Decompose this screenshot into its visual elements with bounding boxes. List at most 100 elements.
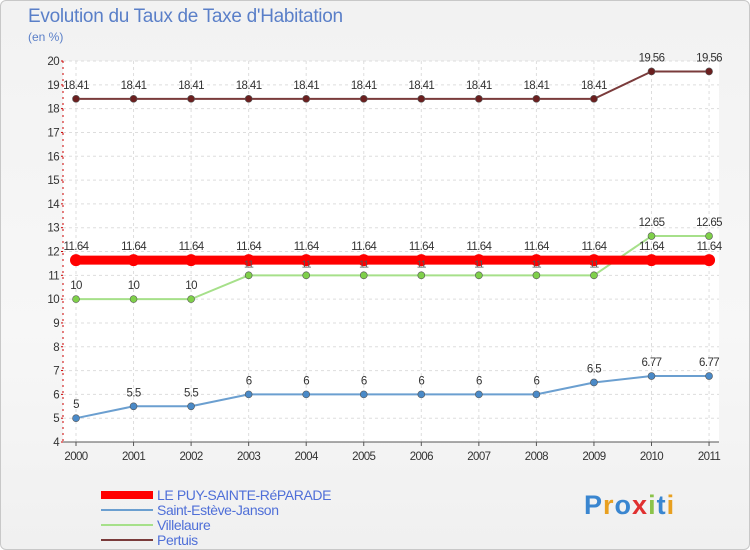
data-label: 6	[303, 375, 309, 387]
data-point	[302, 95, 311, 103]
data-label: 18.41	[236, 80, 262, 92]
data-label: 18.41	[351, 80, 377, 92]
y-tick-label: 20	[47, 56, 59, 68]
data-point	[302, 390, 311, 399]
data-point	[705, 67, 713, 76]
data-label: 18.41	[63, 80, 89, 92]
data-point	[187, 95, 195, 103]
data-point	[475, 95, 483, 103]
series-line	[76, 70, 710, 100]
data-point	[72, 295, 80, 303]
data-point	[187, 295, 195, 303]
legend-label: Pertuis	[157, 531, 198, 548]
data-label: 11	[474, 259, 484, 270]
data-label: 5.5	[126, 387, 140, 399]
data-label: 11.64	[697, 241, 723, 253]
data-label: 10	[185, 280, 197, 292]
data-label: 5.5	[184, 387, 198, 399]
legend-item-le-puy: LE PUY-SAINTE-RéPARADE	[101, 486, 332, 503]
data-point	[417, 271, 426, 280]
data-point	[244, 390, 253, 399]
data-point	[417, 390, 426, 399]
chart-title: Evolution du Taux de Taxe d'Habitation	[28, 6, 343, 27]
x-tick-label: 2011	[698, 451, 721, 463]
data-label: 11.64	[581, 241, 607, 253]
y-tick-label: 13	[47, 223, 59, 235]
x-tick-label: 2002	[180, 451, 203, 463]
y-tick-label: 5	[53, 413, 59, 425]
data-label: 6	[418, 375, 424, 387]
y-tick-label: 18	[47, 104, 59, 116]
data-label: 11.64	[639, 241, 665, 253]
series-line	[75, 375, 710, 420]
data-label: 19.56	[639, 52, 665, 64]
data-point	[532, 390, 541, 399]
data-point	[590, 95, 598, 103]
data-point	[590, 378, 598, 387]
data-point	[357, 254, 370, 267]
data-label: 6	[246, 375, 252, 387]
data-point	[415, 254, 428, 267]
data-point	[187, 402, 195, 411]
logo-letter: r	[603, 490, 615, 520]
y-tick-label: 9	[53, 318, 59, 330]
data-label: 11.64	[121, 241, 147, 253]
logo-letter: o	[614, 490, 633, 520]
x-tick-label: 2005	[352, 451, 375, 463]
data-label: 11	[532, 259, 542, 270]
y-tick-label: 6	[53, 389, 59, 401]
data-point	[472, 254, 485, 267]
data-label: 11	[589, 259, 599, 270]
x-tick-label: 2007	[467, 451, 490, 463]
y-tick-label: 14	[47, 199, 60, 211]
proxiti-logo: Proxiti	[584, 490, 675, 521]
data-label: 10	[70, 280, 82, 292]
data-point	[244, 271, 253, 280]
data-label: 18.41	[581, 80, 607, 92]
data-point	[127, 254, 140, 267]
data-point	[417, 95, 426, 103]
y-tick-label: 7	[53, 366, 59, 378]
data-label: 6	[476, 375, 482, 387]
data-label: 5	[73, 399, 79, 411]
data-point	[645, 254, 658, 267]
logo-letter: i	[666, 490, 676, 520]
data-point	[703, 254, 716, 267]
data-label: 11	[417, 259, 427, 270]
x-tick-label: 2008	[525, 451, 548, 463]
data-point	[359, 390, 368, 399]
x-tick-label: 2006	[410, 451, 433, 463]
data-label: 11.64	[64, 241, 90, 253]
data-point	[129, 95, 138, 103]
data-label: 11.64	[466, 241, 492, 253]
data-point	[705, 372, 713, 380]
data-point	[302, 271, 311, 280]
data-point	[647, 67, 656, 76]
data-label: 6.77	[699, 357, 719, 369]
data-label: 11.64	[179, 241, 205, 253]
data-point	[300, 254, 313, 267]
data-label: 18.41	[524, 80, 550, 92]
data-label: 6	[534, 375, 540, 387]
y-tick-label: 16	[47, 151, 59, 163]
x-tick-label: 2009	[582, 451, 605, 463]
data-label: 11.64	[294, 241, 320, 253]
logo-letter: P	[584, 490, 604, 520]
legend-label: LE PUY-SAINTE-RéPARADE	[157, 486, 332, 503]
data-point	[244, 95, 253, 103]
data-label: 18.41	[466, 80, 492, 92]
legend-swatch	[101, 523, 153, 526]
data-label: 11.64	[351, 241, 377, 253]
data-label: 19.56	[696, 52, 722, 64]
legend-label: Saint-Estève-Janson	[157, 501, 279, 518]
legend-swatch	[101, 490, 153, 499]
data-point	[532, 95, 541, 103]
data-label: 10	[128, 280, 140, 292]
y-tick-label: 12	[47, 247, 59, 259]
data-label: 11	[244, 259, 254, 270]
chart-subtitle: (en %)	[28, 30, 64, 44]
x-tick-label: 2010	[640, 451, 663, 463]
series-line	[76, 235, 710, 301]
y-tick-label: 19	[47, 80, 59, 92]
